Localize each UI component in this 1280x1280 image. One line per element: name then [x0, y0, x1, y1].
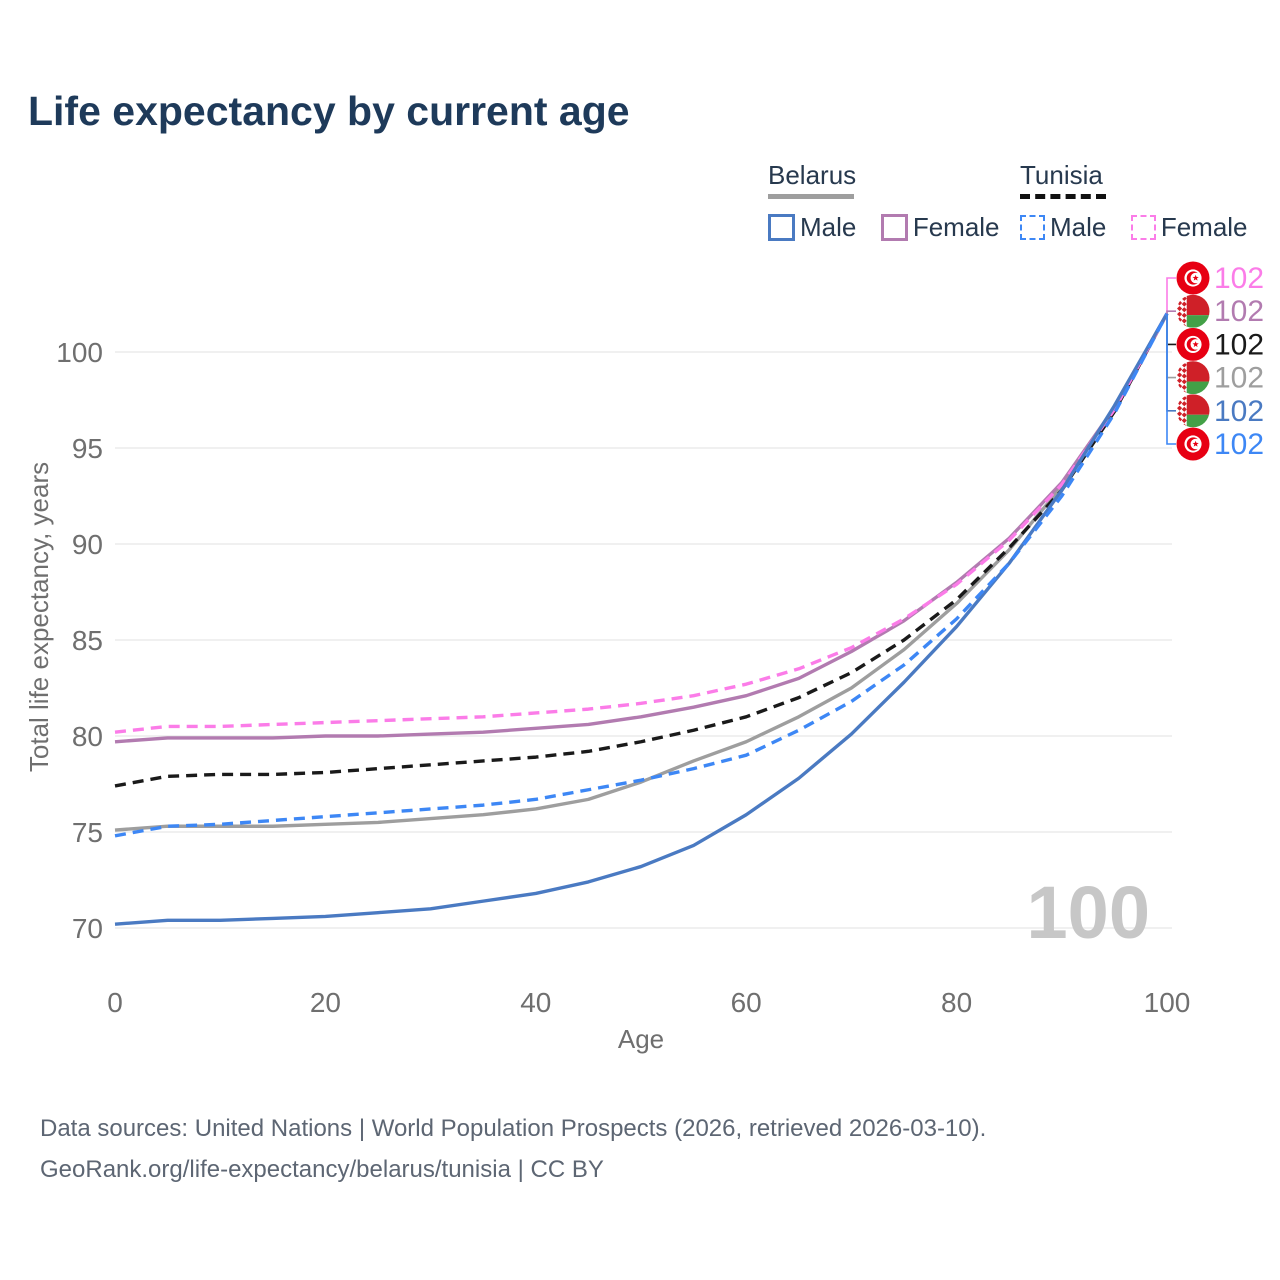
- series-line-belarus-female: [114, 312, 1169, 744]
- footer-attribution: GeoRank.org/life-expectancy/belarus/tuni…: [40, 1156, 604, 1183]
- legend-item-tunisia-male[interactable]: Male: [1020, 212, 1106, 243]
- end-label-tunisia-both: 102: [1214, 328, 1264, 361]
- tunisia-flag-icon-row5: [1176, 427, 1210, 461]
- series-line-belarus-both: [114, 312, 1169, 832]
- belarus-line-style-sample: [768, 194, 854, 199]
- series-line-tunisia-both: [114, 312, 1169, 788]
- belarus-male-swatch-icon: [768, 214, 795, 241]
- series-line-tunisia-male: [114, 312, 1169, 838]
- tunisia-line-style-sample: [1020, 194, 1106, 199]
- legend-group-tunisia: Tunisia Male Female: [1020, 160, 1268, 245]
- legend-country-tunisia[interactable]: Tunisia: [1020, 160, 1106, 203]
- end-label-flags: [1176, 261, 1210, 461]
- end-label-belarus-both: 102: [1214, 362, 1264, 395]
- legend-country-belarus[interactable]: Belarus: [768, 160, 856, 203]
- end-label-connectors: [1166, 277, 1176, 445]
- series-lines: [114, 312, 1169, 926]
- x-axis-title: Age: [618, 1024, 664, 1054]
- gridlines: [115, 351, 1172, 929]
- tunisia-flag-icon-row0: [1176, 261, 1210, 295]
- legend-country-label: Belarus: [768, 160, 857, 190]
- legend-country-label: Tunisia: [1020, 160, 1103, 190]
- series-line-belarus-male: [114, 312, 1169, 926]
- tunisia-flag-icon-row2: [1176, 327, 1210, 361]
- label-connector-tunisia-female: [1166, 277, 1176, 314]
- x-tick-100: 100: [1144, 987, 1191, 1018]
- x-axis-tick-labels: 0 20 40 60 80 100: [107, 987, 1190, 1018]
- legend-item-label: Male: [1050, 212, 1107, 242]
- legend-item-label: Male: [800, 212, 857, 242]
- x-tick-0: 0: [107, 987, 123, 1018]
- y-tick-85: 85: [72, 625, 103, 656]
- y-tick-80: 80: [72, 721, 103, 752]
- label-connector-belarus-female: [1166, 310, 1176, 314]
- y-tick-100: 100: [56, 337, 103, 368]
- y-axis-tick-labels: 70 75 80 85 90 95 100: [56, 337, 103, 944]
- legend-item-belarus-male[interactable]: Male: [768, 212, 856, 243]
- end-label-tunisia-male: 102: [1214, 428, 1264, 461]
- y-tick-70: 70: [72, 913, 103, 944]
- footer: Data sources: United Nations | World Pop…: [40, 1108, 986, 1190]
- age-watermark: 100: [1027, 871, 1150, 954]
- tunisia-male-swatch-icon: [1020, 215, 1045, 240]
- legend-group-belarus: Belarus Male Female: [768, 160, 1020, 246]
- y-axis-title: Total life expectancy, years: [24, 462, 54, 772]
- x-tick-20: 20: [310, 987, 341, 1018]
- label-connector-tunisia-male: [1166, 313, 1176, 445]
- footer-data-sources: Data sources: United Nations | World Pop…: [40, 1115, 987, 1142]
- label-connector-tunisia-both: [1166, 313, 1176, 346]
- legend-items-belarus: Male Female: [768, 212, 1020, 246]
- page-title: Life expectancy by current age: [28, 88, 630, 134]
- legend-item-belarus-female[interactable]: Female: [880, 212, 1000, 243]
- series-line-tunisia-female: [114, 312, 1169, 734]
- tunisia-female-swatch-icon: [1130, 215, 1156, 240]
- end-label-belarus-male: 102: [1214, 395, 1264, 428]
- label-connector-belarus-both: [1166, 313, 1176, 379]
- legend-items-tunisia: Male Female: [1020, 212, 1268, 245]
- belarus-female-swatch-icon: [880, 214, 908, 241]
- end-label-belarus-female: 102: [1214, 295, 1264, 328]
- belarus-flag-icon-row3: [1176, 361, 1210, 395]
- x-tick-80: 80: [941, 987, 972, 1018]
- belarus-flag-icon-row4: [1176, 394, 1210, 428]
- belarus-flag-icon-row1: [1176, 294, 1210, 328]
- y-tick-95: 95: [72, 433, 103, 464]
- y-tick-75: 75: [72, 817, 103, 848]
- label-connector-belarus-male: [1166, 313, 1176, 412]
- x-tick-40: 40: [520, 987, 551, 1018]
- end-label-tunisia-female: 102: [1214, 262, 1264, 295]
- legend-item-label: Female: [1160, 212, 1248, 242]
- y-tick-90: 90: [72, 529, 103, 560]
- legend-item-label: Female: [912, 212, 1000, 242]
- legend-item-tunisia-female[interactable]: Female: [1130, 212, 1248, 243]
- x-tick-60: 60: [731, 987, 762, 1018]
